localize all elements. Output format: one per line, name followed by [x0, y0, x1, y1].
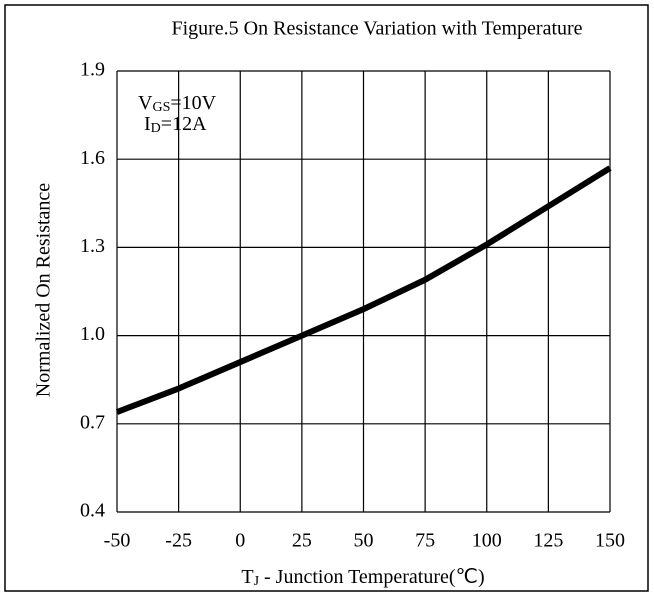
y-tick-label: 1.6 [80, 147, 105, 169]
x-tick-label: 150 [595, 530, 625, 552]
x-axis-label: TJ - Junction Temperature(℃) [241, 566, 484, 590]
annotation-main: I [144, 113, 151, 135]
annotation: VGS=10V [138, 92, 217, 116]
x-tick-label: -25 [165, 530, 192, 552]
y-tick-label: 0.7 [80, 411, 105, 433]
x-tick-label: 125 [533, 530, 563, 552]
x-tick-label: 25 [292, 530, 312, 552]
x-label-rest: - Junction Temperature(℃) [259, 566, 485, 588]
y-tick-label: 1.0 [80, 323, 105, 345]
x-label-sub: J [254, 574, 260, 589]
annotation-main: V [138, 92, 153, 114]
annotation-rest: =12A [161, 113, 207, 135]
x-tick-label: 100 [472, 530, 502, 552]
y-tick-label: 0.4 [80, 500, 105, 522]
annotation: ID=12A [144, 113, 207, 137]
y-tick-label: 1.3 [80, 235, 105, 257]
annotation-sub: D [151, 121, 161, 136]
x-tick-label: 75 [415, 530, 435, 552]
x-tick-label: 50 [354, 530, 374, 552]
x-label-main: T [241, 566, 253, 588]
x-tick-label: 0 [235, 530, 245, 552]
annotation-sub: GS [152, 100, 170, 115]
data-line [115, 165, 612, 415]
annotation-rest: =10V [170, 92, 216, 114]
chart-title: Figure.5 On Resistance Variation with Te… [171, 18, 582, 40]
x-tick-label: -50 [104, 530, 131, 552]
frame [4, 4, 649, 592]
y-axis-label: Normalized On Resistance [33, 183, 55, 397]
y-tick-label: 1.9 [80, 59, 105, 81]
